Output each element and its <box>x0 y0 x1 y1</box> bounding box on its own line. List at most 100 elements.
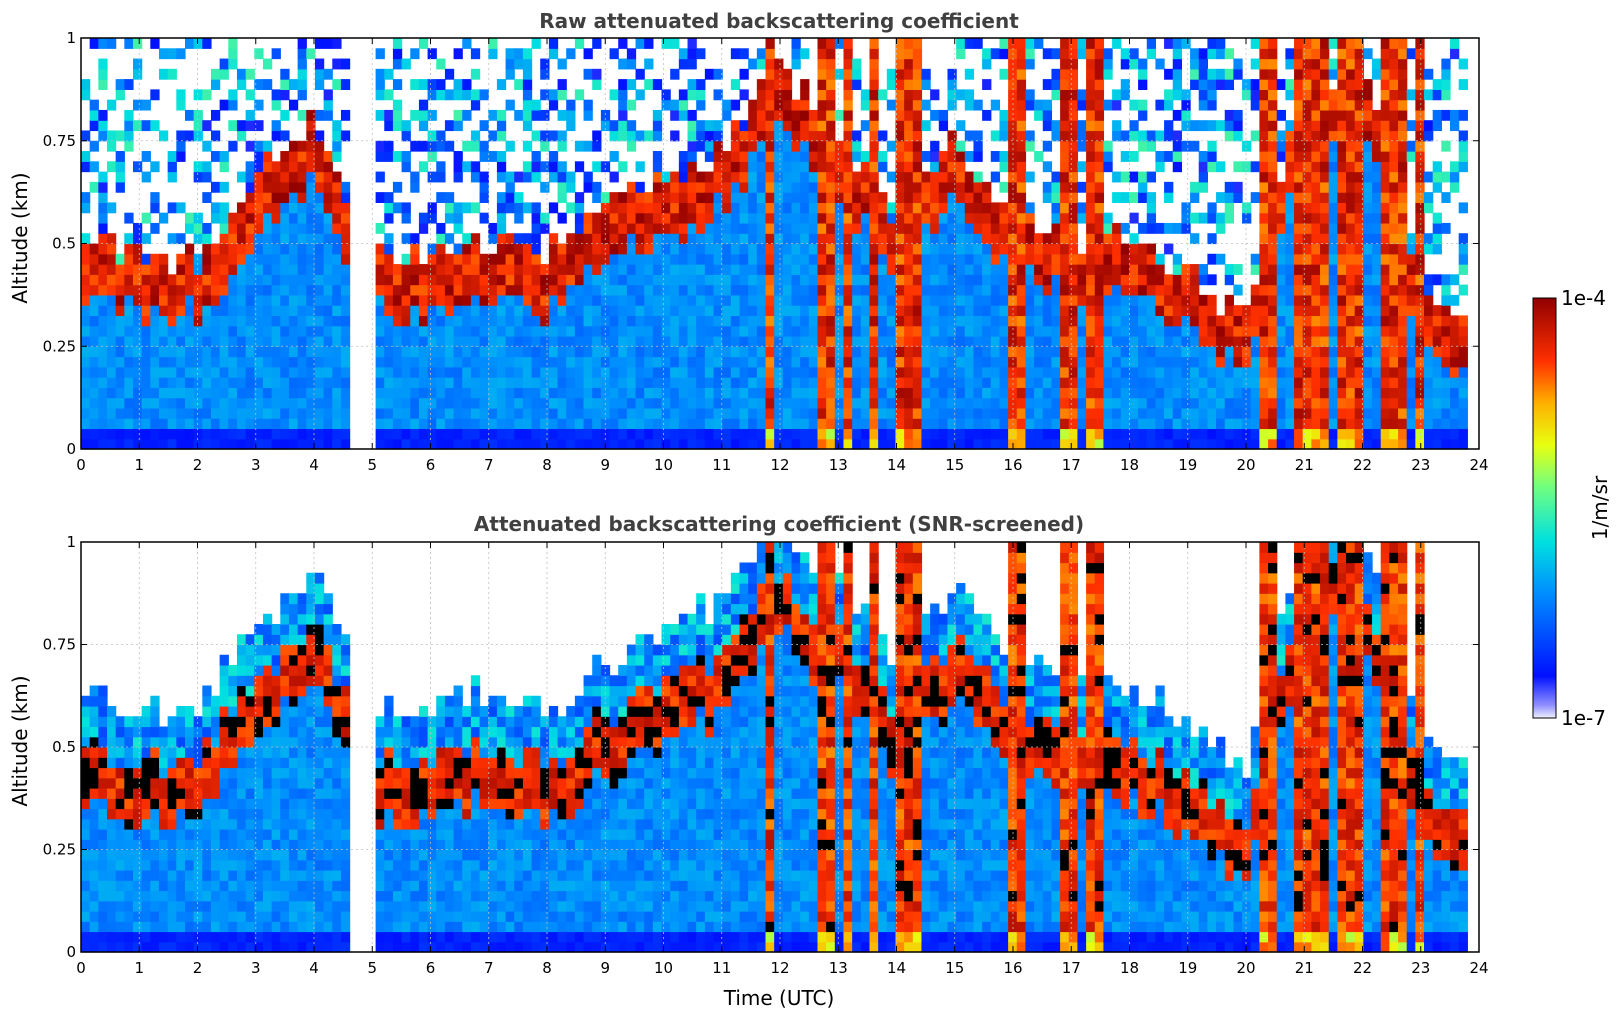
heatmap-cell <box>1051 192 1061 204</box>
heatmap-cell <box>756 222 767 234</box>
heatmap-cell <box>1224 356 1234 368</box>
heatmap-cell <box>1164 130 1174 142</box>
heatmap-cell <box>1380 130 1390 142</box>
heatmap-cell <box>505 284 515 296</box>
heatmap-cell <box>1155 438 1165 450</box>
heatmap-cell <box>748 325 758 337</box>
heatmap-cell <box>210 418 221 430</box>
heatmap-cell <box>1034 243 1044 255</box>
heatmap-cell <box>895 284 905 296</box>
heatmap-cell <box>1320 377 1330 388</box>
heatmap-cell <box>982 305 992 317</box>
heatmap-cell <box>1432 171 1442 183</box>
heatmap-cell <box>288 377 299 388</box>
heatmap-cell <box>1198 315 1208 327</box>
heatmap-cell <box>150 253 160 265</box>
heatmap-cell <box>895 202 905 214</box>
heatmap-cell <box>193 315 203 327</box>
heatmap-cell <box>1164 387 1174 399</box>
heatmap-cell <box>661 192 671 204</box>
heatmap-cell <box>609 171 619 183</box>
heatmap-cell <box>557 243 567 255</box>
heatmap-cell <box>618 325 628 337</box>
heatmap-cell <box>782 428 793 440</box>
heatmap-cell <box>834 161 845 173</box>
heatmap-cell <box>540 89 550 101</box>
heatmap-cell <box>1250 335 1260 347</box>
heatmap-cell <box>704 346 715 358</box>
heatmap-cell <box>626 294 637 306</box>
heatmap-cell <box>332 202 342 214</box>
heatmap-cell <box>739 274 749 286</box>
heatmap-cell <box>626 428 637 440</box>
heatmap-cell <box>124 120 134 132</box>
heatmap-cell <box>210 294 221 306</box>
heatmap-cell <box>531 387 541 399</box>
heatmap-cell <box>436 284 446 296</box>
heatmap-cell <box>1198 438 1208 450</box>
heatmap-cell <box>1172 222 1183 234</box>
heatmap-cell <box>548 346 559 358</box>
heatmap-cell <box>236 130 247 142</box>
heatmap-cell <box>184 212 195 224</box>
heatmap-cell <box>912 79 923 90</box>
heatmap-cell <box>618 274 628 286</box>
heatmap-cell <box>1068 58 1079 70</box>
heatmap-cell <box>245 109 255 121</box>
heatmap-cell <box>453 346 463 358</box>
heatmap-cell <box>930 315 940 327</box>
heatmap-cell <box>869 151 879 162</box>
heatmap-cell <box>921 305 931 317</box>
heatmap-cell <box>1268 192 1278 204</box>
heatmap-cell <box>1190 305 1200 317</box>
heatmap-cell <box>323 202 333 214</box>
heatmap-cell <box>574 233 585 245</box>
heatmap-cell <box>254 274 264 286</box>
heatmap-cell <box>1337 58 1347 70</box>
heatmap-cell <box>124 38 134 49</box>
heatmap-cell <box>1094 38 1105 49</box>
heatmap-cell <box>1268 38 1278 49</box>
heatmap-cell <box>1120 58 1131 70</box>
heatmap-cell <box>115 130 125 142</box>
heatmap-cell <box>1138 346 1148 358</box>
heatmap-cell <box>401 407 411 419</box>
heatmap-cell <box>1224 294 1234 306</box>
heatmap-cell <box>401 151 411 162</box>
heatmap-cell <box>1016 140 1027 152</box>
heatmap-cell <box>462 428 472 440</box>
heatmap-cell <box>1094 161 1105 173</box>
heatmap-cell <box>973 438 983 450</box>
heatmap-cell <box>1328 387 1338 399</box>
heatmap-cell <box>696 192 706 204</box>
heatmap-cell <box>895 89 905 101</box>
heatmap-cell <box>1077 212 1087 224</box>
heatmap-cell <box>1432 418 1442 430</box>
heatmap-cell <box>722 438 732 450</box>
heatmap-cell <box>860 161 871 173</box>
heatmap-cell <box>860 325 871 337</box>
heatmap-cell <box>1181 140 1191 152</box>
heatmap-cell <box>462 274 472 286</box>
heatmap-cell <box>271 284 281 296</box>
heatmap-cell <box>600 377 611 388</box>
heatmap-cell <box>1016 233 1027 245</box>
heatmap-cell <box>444 387 455 399</box>
heatmap-cell <box>895 366 905 378</box>
heatmap-cell <box>834 233 845 245</box>
heatmap-cell <box>1181 109 1191 121</box>
heatmap-cell <box>1450 366 1460 378</box>
heatmap-cell <box>1008 202 1018 214</box>
heatmap-cell <box>436 79 446 90</box>
heatmap-cell <box>1086 397 1096 409</box>
heatmap-cell <box>1294 418 1304 430</box>
heatmap-cell <box>852 202 862 214</box>
heatmap-cell <box>306 377 316 388</box>
heatmap-cell <box>1190 377 1200 388</box>
heatmap-cell <box>999 335 1009 347</box>
heatmap-cell <box>1060 366 1070 378</box>
heatmap-cell <box>444 418 455 430</box>
heatmap-cell <box>973 264 983 275</box>
heatmap-cell <box>999 418 1009 430</box>
heatmap-cell <box>98 79 108 90</box>
